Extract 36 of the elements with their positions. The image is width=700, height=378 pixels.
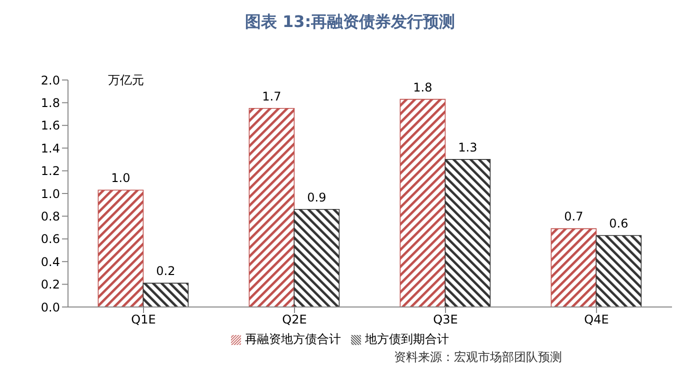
- y-tick-label: 1.2: [40, 164, 60, 178]
- data-label: 0.9: [307, 190, 326, 204]
- bar: [98, 190, 144, 307]
- data-label: 0.2: [156, 264, 176, 278]
- bar: [550, 228, 597, 307]
- y-tick-label: 0.0: [40, 300, 60, 314]
- y-tick-label: 1.0: [40, 186, 60, 201]
- y-tick-label: 2.0: [40, 73, 60, 88]
- bar: [248, 108, 295, 307]
- bar: [400, 98, 446, 307]
- x-tick-label: Q1E: [131, 312, 156, 327]
- legend-label: 再融资地方债合计: [245, 332, 341, 346]
- chart-title: 图表 13:再融资债券发行预测: [244, 12, 456, 33]
- y-tick-label: 0.4: [40, 254, 60, 269]
- text: 资料来源：宏观市场部团队预测: [394, 349, 562, 366]
- y-tick-label: 0.2: [40, 278, 60, 292]
- legend-label: 地方债到期合计: [365, 332, 449, 346]
- data-label: 1.8: [413, 80, 432, 94]
- bar: [444, 159, 491, 307]
- data-label: 1.3: [458, 140, 478, 154]
- data-label: 0.6: [609, 216, 628, 230]
- data-label: 1.0: [111, 171, 130, 186]
- data-label: 1.7: [262, 89, 282, 104]
- x-tick-label: Q4E: [584, 312, 609, 327]
- y-tick-label: 0.8: [40, 209, 60, 224]
- y-axis-title: 万亿元: [108, 72, 144, 89]
- bar: [142, 282, 189, 307]
- bar: [596, 235, 642, 307]
- y-tick-label: 1.4: [40, 141, 60, 156]
- bar: [294, 208, 340, 307]
- y-tick-label: 0.6: [40, 232, 60, 246]
- data-label: 0.7: [564, 210, 584, 224]
- x-tick-label: Q3E: [433, 312, 458, 327]
- x-tick-label: Q2E: [282, 312, 307, 327]
- y-tick-label: 1.6: [40, 118, 60, 133]
- y-tick-label: 1.8: [40, 96, 60, 110]
